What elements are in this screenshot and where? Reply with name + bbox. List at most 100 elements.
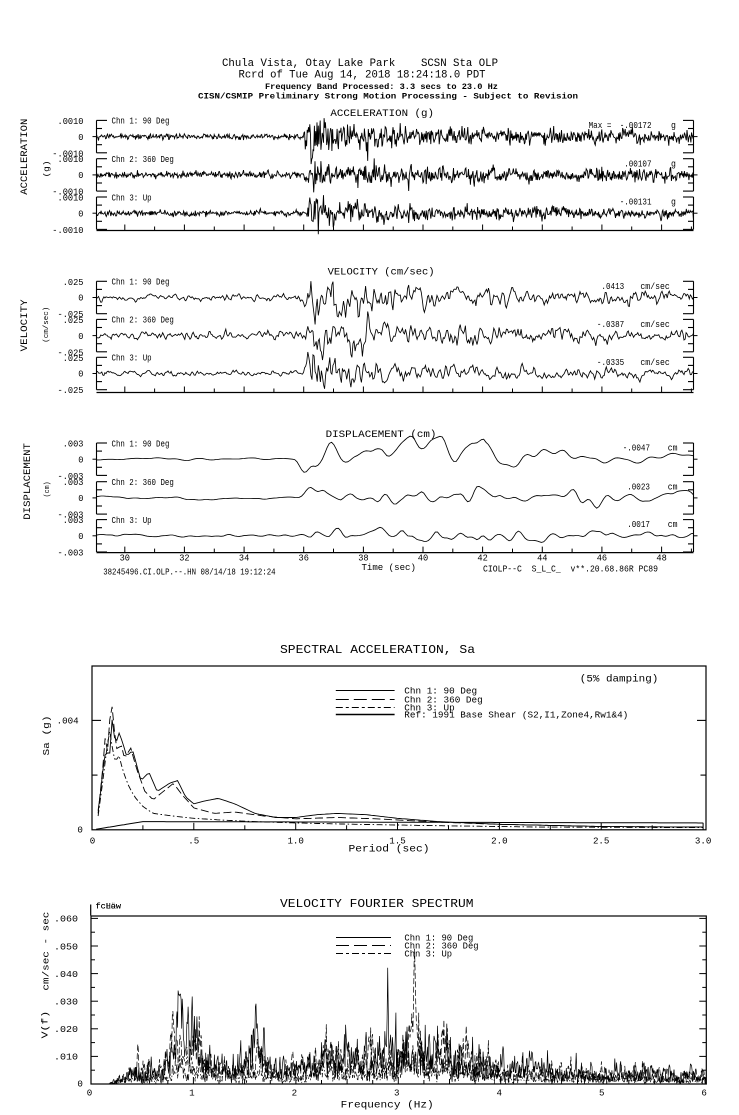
svg-text:-.003: -.003: [58, 511, 84, 521]
svg-text:Chn 1: 90 Deg: Chn 1: 90 Deg: [112, 439, 170, 449]
svg-text:-.0387: -.0387: [597, 320, 624, 330]
svg-text:Ref: 1991 Base Shear (S2,I1,Zo: Ref: 1991 Base Shear (S2,I1,Zone4,Rw1&4): [404, 711, 628, 721]
svg-text:Chn 3: Up: Chn 3: Up: [404, 704, 454, 714]
svg-text:.004: .004: [57, 716, 79, 727]
svg-text:32: 32: [179, 554, 189, 564]
svg-text:-.0010: -.0010: [52, 226, 83, 236]
svg-text:48: 48: [656, 554, 666, 564]
svg-text:38: 38: [358, 554, 368, 564]
svg-text:Chn 2: 360 Deg: Chn 2: 360 Deg: [112, 478, 174, 488]
svg-text:-.003: -.003: [58, 549, 84, 559]
svg-text:Frequency (Hz): Frequency (Hz): [341, 1099, 434, 1111]
svg-text:ACCELERATION (g): ACCELERATION (g): [330, 108, 434, 120]
svg-text:0: 0: [78, 209, 83, 219]
svg-text:0: 0: [87, 1088, 93, 1099]
svg-text:fcHäw: fcHäw: [96, 903, 122, 912]
svg-text:CISN/CSMIP Preliminary Strong: CISN/CSMIP Preliminary Strong Motion Pro…: [198, 91, 578, 101]
svg-text:40: 40: [418, 554, 428, 564]
svg-text:1.0: 1.0: [287, 836, 304, 847]
svg-text:0: 0: [78, 332, 83, 342]
svg-text:38245496.CI.OLP.--.HN 08/14/18: 38245496.CI.OLP.--.HN 08/14/18 19:12:24: [103, 568, 275, 578]
svg-text:(5% damping): (5% damping): [580, 674, 659, 686]
svg-text:Time (sec): Time (sec): [361, 562, 416, 573]
svg-text:ACCELERATION: ACCELERATION: [19, 119, 31, 195]
svg-text:.00107: .00107: [624, 159, 651, 169]
svg-text:.020: .020: [54, 1024, 78, 1035]
svg-text:0: 0: [77, 1079, 83, 1090]
svg-text:-.025: -.025: [58, 386, 84, 396]
svg-text:2: 2: [292, 1088, 298, 1099]
svg-text:0: 0: [78, 171, 83, 181]
svg-text:Chn 1: 90 Deg: Chn 1: 90 Deg: [112, 278, 170, 288]
svg-text:Period (sec): Period (sec): [349, 844, 430, 856]
svg-text:.0023: .0023: [627, 482, 650, 492]
svg-text:cm/sec: cm/sec: [640, 282, 669, 292]
svg-text:.025: .025: [63, 354, 84, 364]
svg-text:4: 4: [496, 1088, 502, 1099]
svg-text:-.0010: -.0010: [52, 188, 83, 198]
svg-text:.010: .010: [54, 1052, 78, 1063]
svg-text:42: 42: [477, 554, 487, 564]
svg-text:3.0: 3.0: [695, 836, 712, 847]
svg-text:.040: .040: [54, 969, 78, 980]
svg-text:30: 30: [120, 554, 130, 564]
svg-text:SPECTRAL ACCELERATION, Sa: SPECTRAL ACCELERATION, Sa: [280, 643, 475, 657]
svg-text:0: 0: [90, 836, 96, 847]
svg-text:(g): (g): [43, 161, 52, 178]
svg-text:Chula Vista, Otay Lake Park: Chula Vista, Otay Lake Park SCSN Sta OLP: [222, 58, 498, 70]
svg-text:Rcrd of Tue Aug 14, 2018 18:24: Rcrd of Tue Aug 14, 2018 18:24:18.0 PDT: [239, 69, 486, 81]
svg-text:.003: .003: [63, 440, 84, 450]
svg-text:46: 46: [597, 554, 607, 564]
svg-text:0: 0: [78, 133, 83, 143]
svg-text:cm/sec - sec: cm/sec - sec: [41, 911, 52, 990]
svg-text:1: 1: [189, 1088, 195, 1099]
svg-text:3: 3: [394, 1088, 400, 1099]
svg-text:0: 0: [77, 824, 83, 835]
svg-text:Max =: Max =: [589, 121, 612, 131]
svg-text:44: 44: [537, 554, 547, 564]
svg-text:2.0: 2.0: [491, 836, 508, 847]
svg-text:Frequency Band Processed: 3.3: Frequency Band Processed: 3.3 secs to 23…: [265, 83, 498, 92]
svg-text:-.025: -.025: [58, 310, 84, 320]
svg-text:DISPLACEMENT: DISPLACEMENT: [22, 443, 34, 520]
svg-text:-.0010: -.0010: [52, 149, 83, 159]
svg-text:fcLow: fcLow: [96, 903, 122, 912]
svg-text:Chn 2: 360 Deg: Chn 2: 360 Deg: [112, 155, 174, 165]
svg-text:-.025: -.025: [58, 348, 84, 358]
svg-text:Chn 1: 90 Deg: Chn 1: 90 Deg: [404, 687, 477, 697]
svg-text:VELOCITY: VELOCITY: [19, 299, 31, 352]
svg-text:g: g: [671, 198, 676, 208]
svg-text:Chn 1: 90 Deg: Chn 1: 90 Deg: [404, 934, 473, 944]
svg-text:Chn 3: Up: Chn 3: Up: [404, 950, 452, 960]
svg-text:.5: .5: [188, 836, 199, 847]
svg-text:.060: .060: [54, 914, 78, 925]
svg-text:Chn 2: 360 Deg: Chn 2: 360 Deg: [404, 942, 478, 952]
svg-text:.003: .003: [63, 478, 84, 488]
svg-text:36: 36: [299, 554, 309, 564]
svg-text:g: g: [671, 159, 676, 169]
svg-text:Chn 2: 360 Deg: Chn 2: 360 Deg: [404, 696, 482, 706]
svg-text:0: 0: [78, 370, 83, 380]
svg-text:Chn 3: Up: Chn 3: Up: [112, 354, 152, 364]
svg-text:cm: cm: [668, 520, 678, 530]
svg-text:CIOLP--C S_L_C_ v**.20.68.86: CIOLP--C S_L_C_ v**.20.68.86R PC89: [483, 565, 658, 575]
svg-text:V(f): V(f): [40, 1011, 51, 1039]
svg-text:cm/sec: cm/sec: [640, 320, 669, 330]
svg-text:VELOCITY (cm/sec): VELOCITY (cm/sec): [328, 266, 435, 278]
svg-text:(cm/sec): (cm/sec): [43, 307, 51, 343]
svg-text:0: 0: [78, 532, 83, 542]
svg-text:5: 5: [599, 1088, 605, 1099]
svg-text:.0413: .0413: [601, 282, 624, 292]
svg-text:-.003: -.003: [58, 472, 84, 482]
svg-text:6: 6: [701, 1088, 707, 1099]
svg-text:Chn 3: Up: Chn 3: Up: [112, 516, 152, 526]
svg-text:Chn 2: 360 Deg: Chn 2: 360 Deg: [112, 316, 174, 326]
svg-text:1.5: 1.5: [389, 836, 406, 847]
svg-text:0: 0: [78, 494, 83, 504]
svg-text:.050: .050: [54, 941, 78, 952]
svg-text:-.0047: -.0047: [623, 444, 650, 454]
svg-text:-.0335: -.0335: [597, 358, 624, 368]
svg-text:(cm): (cm): [44, 481, 52, 497]
svg-text:34: 34: [239, 554, 249, 564]
svg-text:.0010: .0010: [58, 194, 84, 204]
